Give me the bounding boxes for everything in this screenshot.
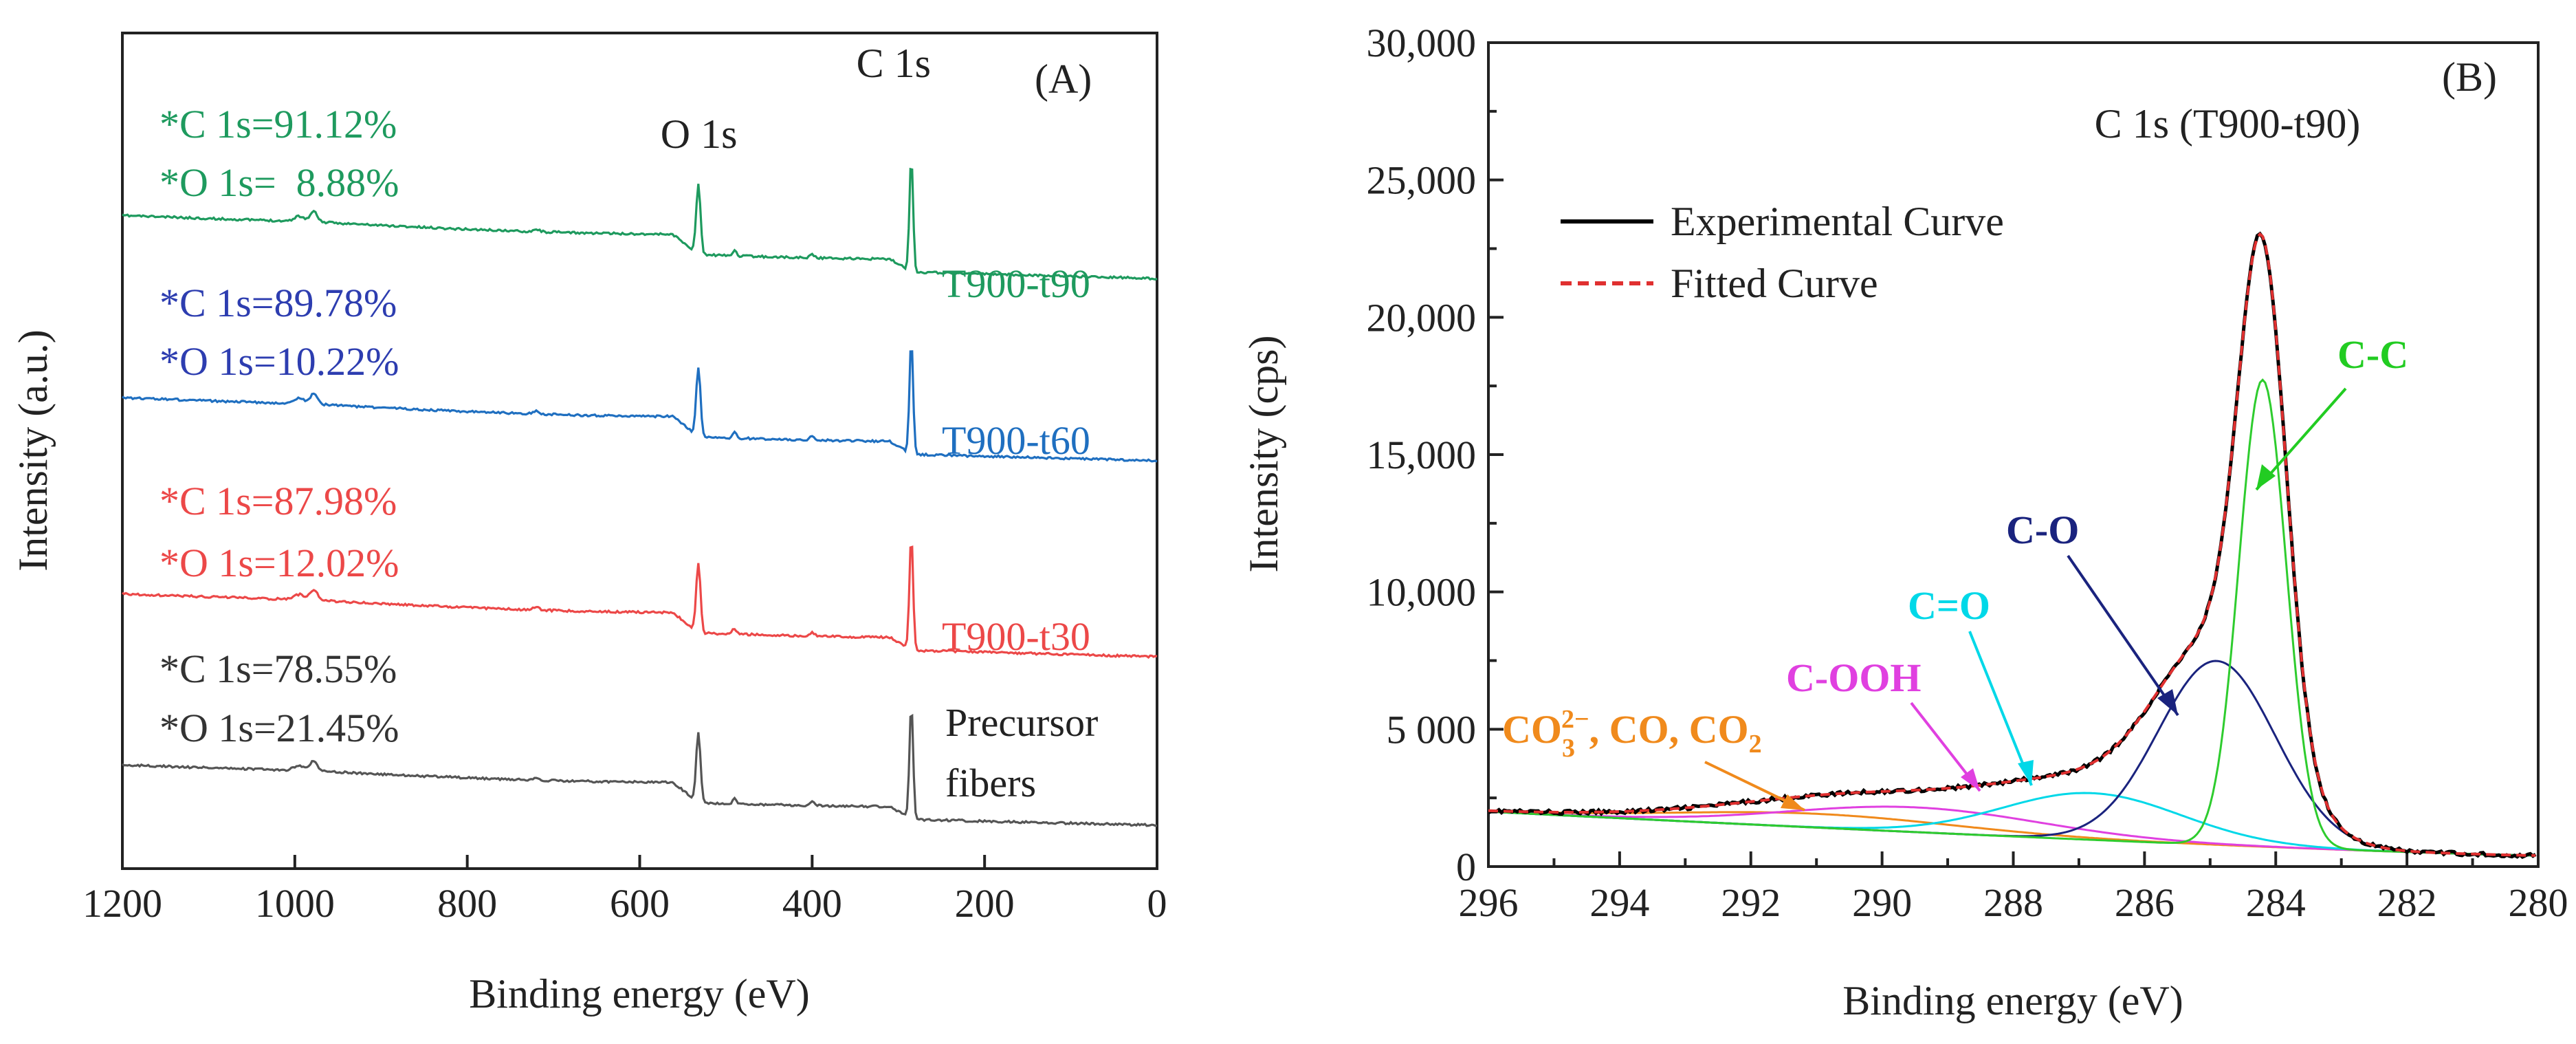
panel-a-x-tick-label: 800 (437, 881, 497, 926)
panel-a-x-tick-label: 400 (782, 881, 842, 926)
legend-experimental-label: Experimental Curve (1671, 199, 2004, 244)
panel-a-x-axis-title: Binding energy (eV) (469, 971, 809, 1016)
precursor-o-composition: *O 1s=21.45% (159, 706, 399, 750)
panel-b-fitted-curve (1488, 232, 2536, 857)
panel-b-x-tick-label: 288 (1983, 880, 2043, 925)
annotation-c-eq-o-arrow (1968, 631, 2033, 786)
t30-o-composition: *O 1s=12.02% (159, 541, 399, 585)
panel-b-ticks: 296 294 292 290 288 286 284 282 280 0 5 000 10,000 1… (1367, 21, 2568, 925)
panel-a-x-tick-label: 1000 (255, 881, 335, 926)
t30-c-composition: *C 1s=87.98% (159, 479, 397, 523)
panel-b-x-tick-label: 282 (2377, 880, 2437, 925)
annotation-c-o-arrow (2067, 554, 2179, 717)
panel-a-series-line (122, 545, 1158, 660)
t30-series-label: T900-t30 (942, 614, 1090, 659)
panel-a-series-line (121, 713, 1157, 827)
panel-b-legend: Experimental Curve Fitted Curve (1561, 199, 2004, 306)
annotation-c-eq-o-arrowhead (2018, 760, 2034, 785)
panel-a-peak-label-c1s: C 1s (857, 41, 931, 86)
panel-b-y-axis-title: Intensity (cps) (1241, 336, 1286, 573)
t90-series-label: T900-t90 (942, 261, 1090, 306)
t60-series-label: T900-t60 (942, 418, 1090, 463)
panel-a-peak-label-o1s: O 1s (661, 111, 738, 157)
panel-b-x-tick-label: 294 (1589, 880, 1649, 925)
panel-a-x-tick-label: 600 (610, 881, 670, 926)
panel-b-y-tick-label: 10,000 (1367, 570, 1477, 615)
panel-b-x-tick-label: 296 (1459, 880, 1519, 925)
panel-a-y-axis-title: Intensity (a.u.) (10, 329, 56, 572)
panel-a-x-tick-label: 200 (955, 881, 1015, 926)
panel-b-y-tick-label: 25,000 (1367, 158, 1477, 203)
panel-b-x-axis-title: Binding energy (eV) (1842, 978, 2183, 1023)
panel-a-label: (A) (1035, 56, 1092, 102)
panel-b-y-tick-label: 20,000 (1367, 295, 1477, 340)
panel-b-y-tick-label: 0 (1456, 845, 1476, 889)
panel-b-component-curve (1488, 378, 2536, 857)
panel-b-y-tick-label: 5 000 (1387, 707, 1477, 752)
panel-a-series-line (122, 350, 1158, 463)
panel-b-x-tick-label: 284 (2246, 880, 2306, 925)
precursor-series-label-line2: fibers (945, 761, 1036, 805)
panel-b-x-tick-label: 286 (2115, 880, 2175, 925)
t90-c-composition: *C 1s=91.12% (159, 102, 397, 146)
annotation-c-c-arrowhead (2256, 464, 2276, 490)
annotation-carbonate: CO32−, CO, CO2 (1502, 705, 1762, 763)
panel-b-x-tick-label: 290 (1852, 880, 1912, 925)
precursor-c-composition: *C 1s=78.55% (159, 646, 397, 691)
t60-o-composition: *O 1s=10.22% (159, 339, 399, 384)
panel-b-y-tick-label: 15,000 (1367, 433, 1477, 477)
annotation-c-c: C-C (2337, 332, 2408, 377)
legend-fitted-label: Fitted Curve (1671, 261, 1878, 306)
precursor-series-label-line1: Precursor (945, 700, 1098, 745)
t90-o-composition: *O 1s= 8.88% (159, 160, 399, 205)
panel-b: (B) 296 294 292 290 288 286 284 282 280 0 5 000 10,… (1241, 21, 2568, 1023)
annotation-c-o-arrowhead (2157, 689, 2178, 715)
panel-a-series-line (122, 167, 1158, 281)
panel-b-peak-title: C 1s (T900-t90) (2095, 101, 2361, 146)
t60-c-composition: *C 1s=89.78% (159, 281, 397, 325)
annotation-c-o: C-O (2006, 508, 2079, 552)
panel-b-component-curve (1488, 660, 2536, 857)
annotation-carbonate-arrowhead (1781, 794, 1805, 810)
panel-a-series (121, 167, 1158, 827)
panel-a-x-ticks: 1200 1000 800 600 400 200 0 (82, 855, 1167, 926)
panel-b-x-tick-label: 292 (1721, 880, 1781, 925)
annotation-c-ooh: C-OOH (1786, 655, 1922, 700)
panel-a-x-tick-label: 1200 (82, 881, 162, 926)
annotation-c-eq-o: C=O (1908, 583, 1990, 628)
panel-a: (A) 1200 1000 800 600 400 200 0 O 1s C 1s *C 1… (10, 32, 1167, 1016)
panel-b-x-tick-label: 280 (2509, 880, 2568, 925)
panel-a-x-tick-label: 0 (1147, 881, 1167, 926)
annotation-c-ooh-arrowhead (1961, 768, 1980, 791)
panel-b-label: (B) (2442, 54, 2497, 100)
panel-b-curves (1488, 231, 2537, 860)
panel-b-y-tick-label: 30,000 (1367, 21, 1477, 65)
